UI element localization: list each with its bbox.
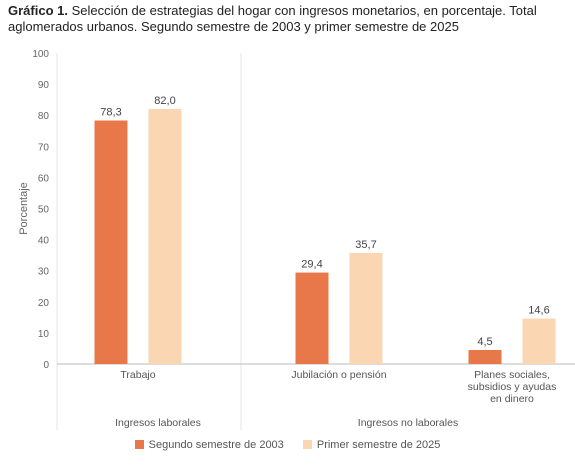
y-tick-label: 20	[38, 298, 50, 309]
y-tick-label: 80	[38, 111, 50, 122]
y-tick-label: 60	[38, 173, 50, 184]
chart-title-text: Selección de estrategias del hogar con i…	[8, 3, 537, 34]
y-tick-label: 90	[38, 80, 50, 91]
data-label: 82,0	[154, 95, 175, 107]
bar-2003	[468, 350, 502, 364]
x-category-label: en dinero	[490, 393, 534, 405]
y-tick-label: 30	[38, 267, 50, 278]
bar-2025	[148, 108, 182, 364]
y-axis-label: Porcentaje	[18, 182, 30, 235]
legend-item-2025: Primer semestre de 2025	[302, 439, 441, 451]
bar-2003	[295, 272, 329, 364]
y-tick-label: 50	[38, 205, 50, 216]
legend-item-2003: Segundo semestre de 2003	[134, 439, 284, 451]
chart-title: Gráfico 1. Selección de estrategias del …	[8, 3, 568, 35]
data-label: 4,5	[477, 336, 492, 348]
bar-2025	[349, 252, 383, 364]
y-tick-label: 0	[43, 360, 49, 371]
legend-swatch-2003	[134, 440, 144, 449]
legend: Segundo semestre de 2003 Primer semestre…	[0, 439, 575, 451]
bar-2003	[94, 120, 128, 364]
group-label: Ingresos no laborales	[358, 417, 458, 429]
x-category-label: subsidios y ayudas	[468, 381, 557, 393]
data-label: 14,6	[528, 305, 549, 317]
data-label: 29,4	[301, 259, 322, 271]
data-label: 35,7	[355, 239, 376, 251]
bar-2025	[522, 318, 556, 364]
x-category-label: Jubilación o pensión	[291, 369, 386, 381]
y-tick-label: 100	[32, 49, 49, 60]
legend-label-2003: Segundo semestre de 2003	[148, 439, 284, 451]
chart-title-lead: Gráfico 1.	[8, 3, 68, 18]
y-tick-label: 10	[38, 329, 50, 340]
y-tick-label: 70	[38, 142, 50, 153]
data-label: 78,3	[100, 106, 121, 118]
group-label: Ingresos laborales	[115, 417, 201, 429]
x-category-label: Trabajo	[120, 369, 155, 381]
y-tick-label: 40	[38, 236, 50, 247]
legend-label-2025: Primer semestre de 2025	[316, 439, 441, 451]
x-category-label: Planes sociales,	[474, 369, 550, 381]
legend-swatch-2025	[302, 440, 312, 449]
